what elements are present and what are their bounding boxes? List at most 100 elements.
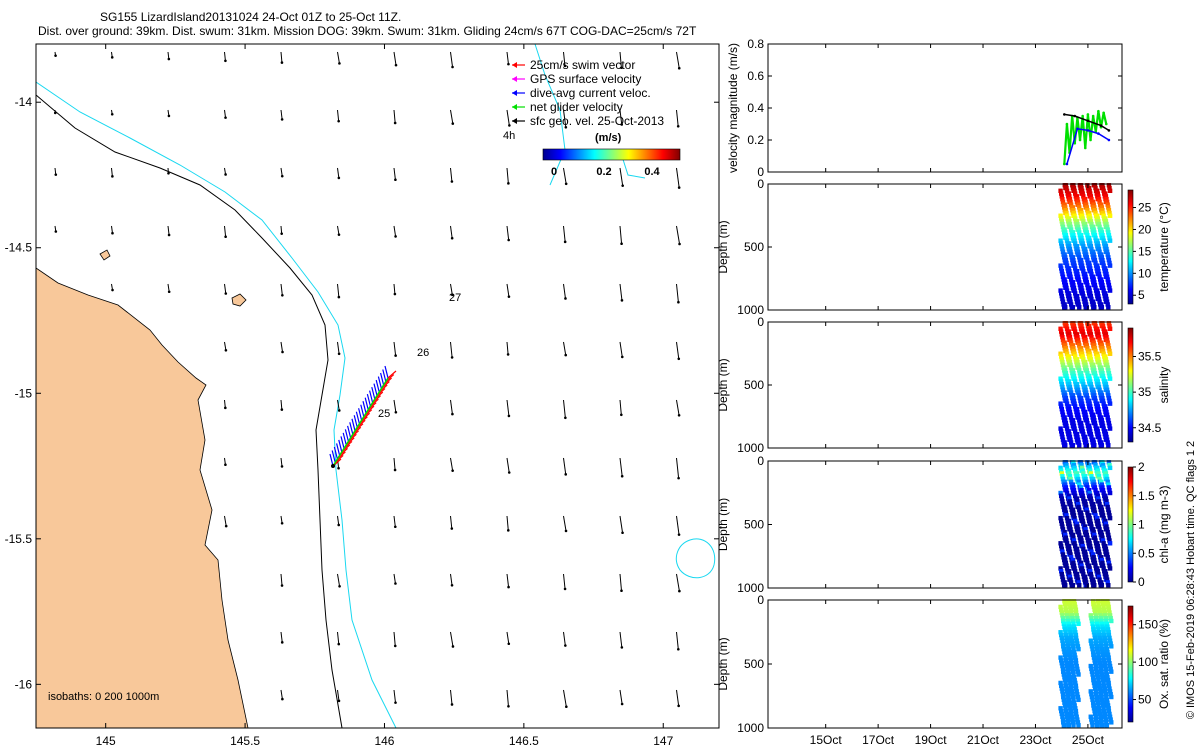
- profile-point: [1103, 219, 1109, 224]
- surface-velocity-arrow-head: [337, 409, 341, 412]
- surface-velocity-arrow-head: [280, 641, 284, 644]
- profile-point: [1107, 263, 1113, 268]
- profile-point: [1079, 288, 1085, 293]
- profile-point: [1096, 406, 1101, 412]
- profile-point: [1070, 368, 1075, 373]
- profile-point: [1075, 692, 1080, 697]
- profile-point: [1088, 518, 1093, 524]
- surface-velocity-arrow-head: [620, 474, 624, 478]
- data-point: [1073, 114, 1077, 118]
- surface-velocity-arrow-head: [678, 589, 681, 593]
- profile-point: [1096, 604, 1101, 610]
- profile-point: [1060, 638, 1065, 643]
- profile-point: [1088, 543, 1093, 549]
- profile-point: [1064, 711, 1069, 717]
- surface-velocity-arrow-head: [394, 235, 397, 238]
- profile-point: [1100, 185, 1106, 191]
- data-point: [1107, 129, 1111, 132]
- profile-point: [1079, 213, 1085, 218]
- surface-velocity-arrow: [506, 283, 510, 297]
- profile-point: [1063, 205, 1068, 210]
- colorbar-tick-label: 0: [1138, 575, 1145, 589]
- profile-point: [1078, 395, 1084, 401]
- profile-point: [1065, 666, 1070, 672]
- profile-point: [1103, 266, 1108, 271]
- profile-point: [1071, 697, 1076, 703]
- profile-point: [1104, 549, 1109, 554]
- profile-point: [1089, 334, 1094, 340]
- surface-velocity-arrow: [280, 573, 283, 586]
- profile-point: [1083, 387, 1088, 392]
- surface-velocity-arrow: [676, 457, 680, 479]
- profile-point: [1101, 680, 1106, 686]
- profile-point: [1072, 238, 1077, 243]
- profile-point: [1060, 249, 1066, 254]
- surface-velocity-arrow: [280, 689, 283, 700]
- y-axis-label: Depth (m): [716, 220, 730, 273]
- isobath-1000m-north: [534, 44, 566, 186]
- profile-point: [1084, 205, 1089, 210]
- profile-point: [1060, 434, 1065, 440]
- profile-point: [1088, 332, 1094, 337]
- surface-velocity-arrow: [563, 515, 567, 531]
- surface-velocity-arrow-head: [564, 644, 567, 647]
- profile-point: [1095, 621, 1100, 627]
- profile-point: [1066, 379, 1071, 384]
- profile-point: [1089, 271, 1094, 277]
- map-axes: 145 145.5 146 146.5 147-14-14.5-15-15.5-16: [5, 44, 719, 748]
- profile-point: [1099, 504, 1104, 510]
- profile-point: [1068, 529, 1074, 535]
- profile-point: [1074, 521, 1080, 526]
- surface-velocity-arrow-head: [677, 357, 681, 361]
- profile-point: [1093, 323, 1098, 329]
- profile-point: [1080, 291, 1085, 296]
- surface-velocity-arrow: [506, 51, 509, 65]
- profile-point: [1072, 706, 1078, 711]
- profile-point: [1104, 624, 1110, 629]
- profile-point: [1089, 641, 1094, 646]
- profile-point: [1091, 390, 1096, 395]
- profile-point: [1093, 513, 1098, 518]
- profile-point: [1072, 515, 1077, 521]
- profile-point: [1072, 329, 1078, 334]
- profile-point: [1089, 499, 1094, 504]
- profile-point: [1075, 362, 1081, 368]
- profile-point: [1104, 362, 1110, 368]
- profile-point: [1068, 527, 1073, 532]
- surface-velocity-arrow-head: [280, 232, 283, 235]
- profile-point: [1094, 188, 1100, 194]
- surface-velocity-arrow: [619, 283, 623, 301]
- profile-point: [1103, 357, 1109, 362]
- profile-point: [1068, 680, 1073, 686]
- profile-point: [1071, 513, 1077, 518]
- profile-point: [1076, 722, 1081, 728]
- dive-avg-current-vector: [382, 369, 387, 382]
- profile-point: [1104, 577, 1110, 582]
- profile-point: [1067, 434, 1073, 440]
- profile-point: [1082, 409, 1088, 415]
- profile-point: [1064, 635, 1069, 641]
- profile-point: [1090, 527, 1096, 532]
- profile-point: [1070, 618, 1076, 624]
- profile-point: [1062, 652, 1068, 657]
- profile-point: [1103, 429, 1108, 434]
- profile-point: [1063, 708, 1069, 714]
- profile-point: [1068, 340, 1074, 345]
- y-tick-label: 500: [744, 378, 764, 392]
- profile-point: [1096, 293, 1101, 299]
- surface-velocity-arrow: [450, 225, 453, 239]
- profile-point: [1085, 321, 1090, 326]
- profile-point: [1096, 574, 1102, 580]
- profile-point: [1082, 549, 1088, 554]
- profile-point: [1080, 429, 1085, 434]
- profile-point: [1080, 329, 1085, 334]
- profile-point: [1078, 321, 1084, 326]
- island-2: [99, 249, 111, 261]
- profile-point: [1058, 288, 1063, 293]
- profile-point: [1059, 382, 1064, 387]
- profile-point: [1061, 672, 1067, 677]
- profile-point: [1072, 680, 1078, 686]
- profile-point: [1068, 711, 1074, 717]
- profile-point: [1097, 412, 1102, 417]
- profile-point: [1058, 263, 1063, 268]
